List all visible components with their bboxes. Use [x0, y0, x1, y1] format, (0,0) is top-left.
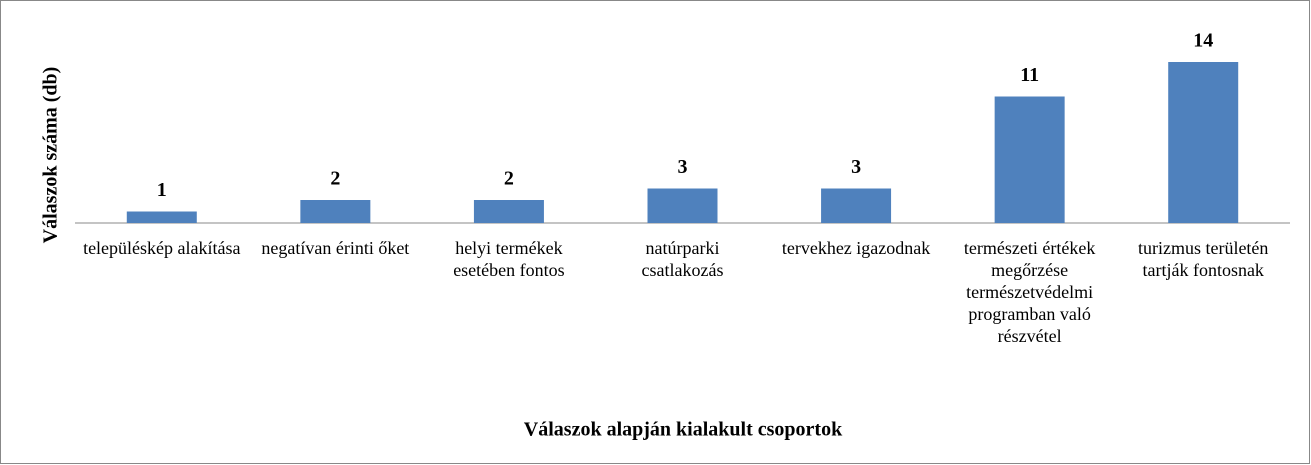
data-label: 11 [1020, 64, 1039, 86]
x-tick-label: tervekhez igazodnak [781, 238, 931, 258]
y-axis-title: Válaszok száma (db) [40, 67, 62, 244]
x-tick-label: helyi termékek esetében fontos [453, 238, 565, 280]
bar [821, 188, 892, 223]
x-tick-label: turizmus területén tartják fontosnak [1137, 238, 1269, 280]
data-label: 1 [157, 179, 167, 201]
bar [1168, 62, 1239, 223]
x-tick-label: településkép alakítása [83, 238, 241, 258]
bar [126, 211, 197, 223]
data-label: 3 [678, 156, 688, 178]
data-label: 2 [504, 168, 514, 190]
data-label: 2 [330, 168, 340, 190]
x-tick-label: negatívan érinti őket [261, 238, 410, 258]
bar [994, 96, 1065, 223]
x-axis-title: Válaszok alapján kialakult csoportok [524, 419, 843, 441]
x-tick-label: natúrparki csatlakozás [641, 238, 724, 280]
bar [300, 200, 371, 223]
bar [647, 188, 718, 223]
data-label: 14 [1193, 30, 1213, 52]
data-label: 3 [851, 156, 861, 178]
bar [473, 200, 544, 223]
x-tick-label: természeti értékek megőrzése természetvé… [963, 238, 1096, 346]
